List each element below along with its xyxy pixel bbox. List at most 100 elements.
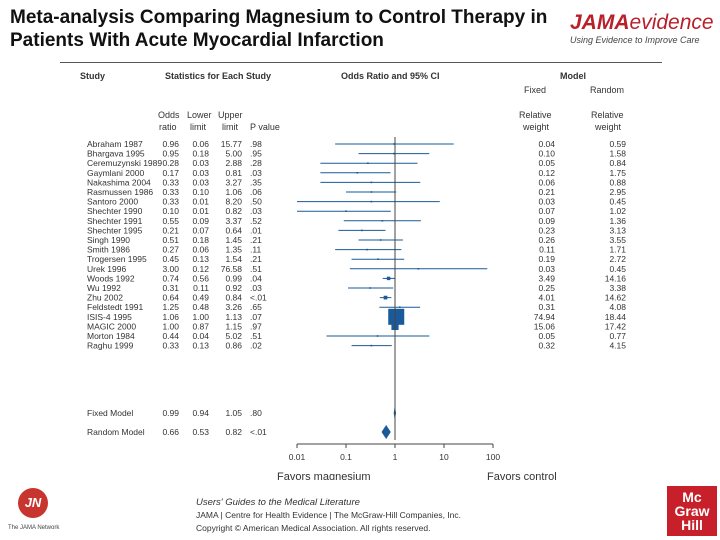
study-lower-limit: 0.11 bbox=[193, 283, 209, 293]
study-odds-ratio: 0.10 bbox=[162, 206, 179, 216]
study-upper-limit: 8.20 bbox=[225, 197, 242, 207]
study-point-marker bbox=[370, 344, 373, 347]
study-name: Abraham 1987 bbox=[87, 139, 143, 149]
study-weight-random: 17.42 bbox=[605, 321, 627, 331]
study-lower-limit: 0.18 bbox=[192, 235, 209, 245]
study-p-value: .11 bbox=[250, 245, 261, 255]
study-odds-ratio: 0.44 bbox=[162, 331, 179, 341]
study-p-value: .03 bbox=[250, 283, 262, 293]
study-odds-ratio: 0.95 bbox=[162, 149, 179, 159]
study-weight-random: 2.72 bbox=[609, 254, 626, 264]
x-tick-label: 100 bbox=[486, 452, 500, 462]
study-name: Nakashima 2004 bbox=[87, 177, 151, 187]
study-name: Rasmussen 1986 bbox=[87, 187, 153, 197]
study-weight-random: 0.59 bbox=[609, 139, 626, 149]
study-weight-random: 18.44 bbox=[605, 312, 627, 322]
header-pvalue: P value bbox=[250, 122, 280, 132]
study-weight-fixed: 0.04 bbox=[538, 139, 555, 149]
footer-line2: JAMA | Centre for Health Evidence | The … bbox=[196, 510, 462, 520]
study-point-marker bbox=[370, 200, 373, 203]
header-fixed: Fixed bbox=[524, 85, 546, 95]
study-weight-fixed: 0.05 bbox=[538, 331, 555, 341]
study-weight-random: 1.71 bbox=[609, 245, 626, 255]
brand-evidence: evidence bbox=[629, 11, 714, 34]
study-p-value: .07 bbox=[250, 312, 262, 322]
favors-right-label: Favors control bbox=[487, 471, 557, 480]
header-random: Random bbox=[590, 85, 624, 95]
study-name: Ceremuzynski 1989 bbox=[87, 158, 162, 168]
study-upper-limit: 3.27 bbox=[225, 177, 242, 187]
study-lower-limit: 0.09 bbox=[192, 216, 209, 226]
study-lower-limit: 0.13 bbox=[192, 341, 209, 351]
study-lower-limit: 0.03 bbox=[192, 158, 209, 168]
study-odds-ratio: 0.33 bbox=[162, 187, 179, 197]
study-weight-random: 14.62 bbox=[605, 293, 627, 303]
study-upper-limit: 0.86 bbox=[225, 341, 242, 351]
study-upper-limit: 3.26 bbox=[225, 302, 242, 312]
study-upper-limit: 0.84 bbox=[225, 293, 242, 303]
study-p-value: .03 bbox=[250, 206, 262, 216]
study-odds-ratio: 0.96 bbox=[162, 139, 179, 149]
study-weight-fixed: 0.21 bbox=[538, 187, 555, 197]
study-weight-fixed: 0.31 bbox=[538, 302, 555, 312]
study-point-marker bbox=[360, 229, 363, 232]
study-odds-ratio: 0.64 bbox=[162, 293, 179, 303]
study-name: Raghu 1999 bbox=[87, 341, 134, 351]
study-weight-random: 0.77 bbox=[609, 331, 626, 341]
study-lower-limit: 0.18 bbox=[192, 149, 209, 159]
study-odds-ratio: 0.28 bbox=[162, 158, 179, 168]
study-odds-ratio: 0.55 bbox=[162, 216, 179, 226]
summary-upper-limit: 0.82 bbox=[225, 427, 242, 437]
header-lower: Lower bbox=[187, 110, 212, 120]
study-odds-ratio: 3.00 bbox=[162, 264, 179, 274]
study-point-marker bbox=[370, 191, 373, 193]
study-point-marker bbox=[417, 268, 420, 270]
header-odds: Odds bbox=[158, 110, 180, 120]
brand-tagline: Using Evidence to Improve Care bbox=[570, 35, 700, 45]
summary-p-value: <.01 bbox=[250, 427, 267, 437]
study-odds-ratio: 0.33 bbox=[162, 341, 179, 351]
study-p-value: .98 bbox=[250, 139, 262, 149]
study-upper-limit: 15.77 bbox=[221, 139, 243, 149]
study-point-marker bbox=[376, 335, 379, 337]
study-upper-limit: 1.54 bbox=[225, 254, 242, 264]
study-weight-random: 0.88 bbox=[609, 177, 626, 187]
study-name: Wu 1992 bbox=[87, 283, 121, 293]
mcgraw-line2: Graw bbox=[674, 503, 710, 519]
study-lower-limit: 0.10 bbox=[192, 187, 209, 197]
study-p-value: .97 bbox=[250, 321, 262, 331]
jama-network-logo: JN bbox=[18, 488, 48, 518]
study-weight-random: 0.45 bbox=[609, 264, 626, 274]
summary-lower-limit: 0.53 bbox=[192, 427, 209, 437]
study-name: Bhargava 1995 bbox=[87, 149, 145, 159]
study-odds-ratio: 0.74 bbox=[162, 273, 179, 283]
study-lower-limit: 1.00 bbox=[192, 312, 209, 322]
study-name: Zhu 2002 bbox=[87, 293, 123, 303]
study-weight-random: 1.58 bbox=[609, 149, 626, 159]
study-odds-ratio: 0.45 bbox=[162, 254, 179, 264]
header-rel-fixed-2: weight bbox=[522, 122, 550, 132]
study-lower-limit: 0.12 bbox=[192, 264, 209, 274]
study-name: Shechter 1991 bbox=[87, 216, 143, 226]
header-or-ci: Odds Ratio and 95% CI bbox=[341, 71, 440, 81]
study-upper-limit: 0.81 bbox=[225, 168, 242, 178]
study-weight-fixed: 0.09 bbox=[538, 216, 555, 226]
study-p-value: .01 bbox=[250, 225, 262, 235]
study-weight-random: 0.84 bbox=[609, 158, 626, 168]
study-upper-limit: 1.45 bbox=[225, 235, 242, 245]
study-upper-limit: 1.35 bbox=[225, 245, 242, 255]
study-lower-limit: 0.07 bbox=[192, 225, 209, 235]
study-upper-limit: 5.00 bbox=[225, 149, 242, 159]
study-point-marker bbox=[398, 306, 401, 308]
study-lower-limit: 0.03 bbox=[192, 168, 209, 178]
study-weight-fixed: 0.23 bbox=[538, 225, 555, 235]
study-weight-random: 1.75 bbox=[609, 168, 626, 178]
study-odds-ratio: 1.25 bbox=[162, 302, 179, 312]
study-upper-limit: 2.88 bbox=[225, 158, 242, 168]
study-weight-fixed: 0.19 bbox=[538, 254, 555, 264]
study-p-value: .03 bbox=[250, 168, 262, 178]
study-lower-limit: 0.01 bbox=[192, 197, 209, 207]
study-p-value: .65 bbox=[250, 302, 262, 312]
study-upper-limit: 1.13 bbox=[225, 312, 242, 322]
study-name: Woods 1992 bbox=[87, 273, 135, 283]
